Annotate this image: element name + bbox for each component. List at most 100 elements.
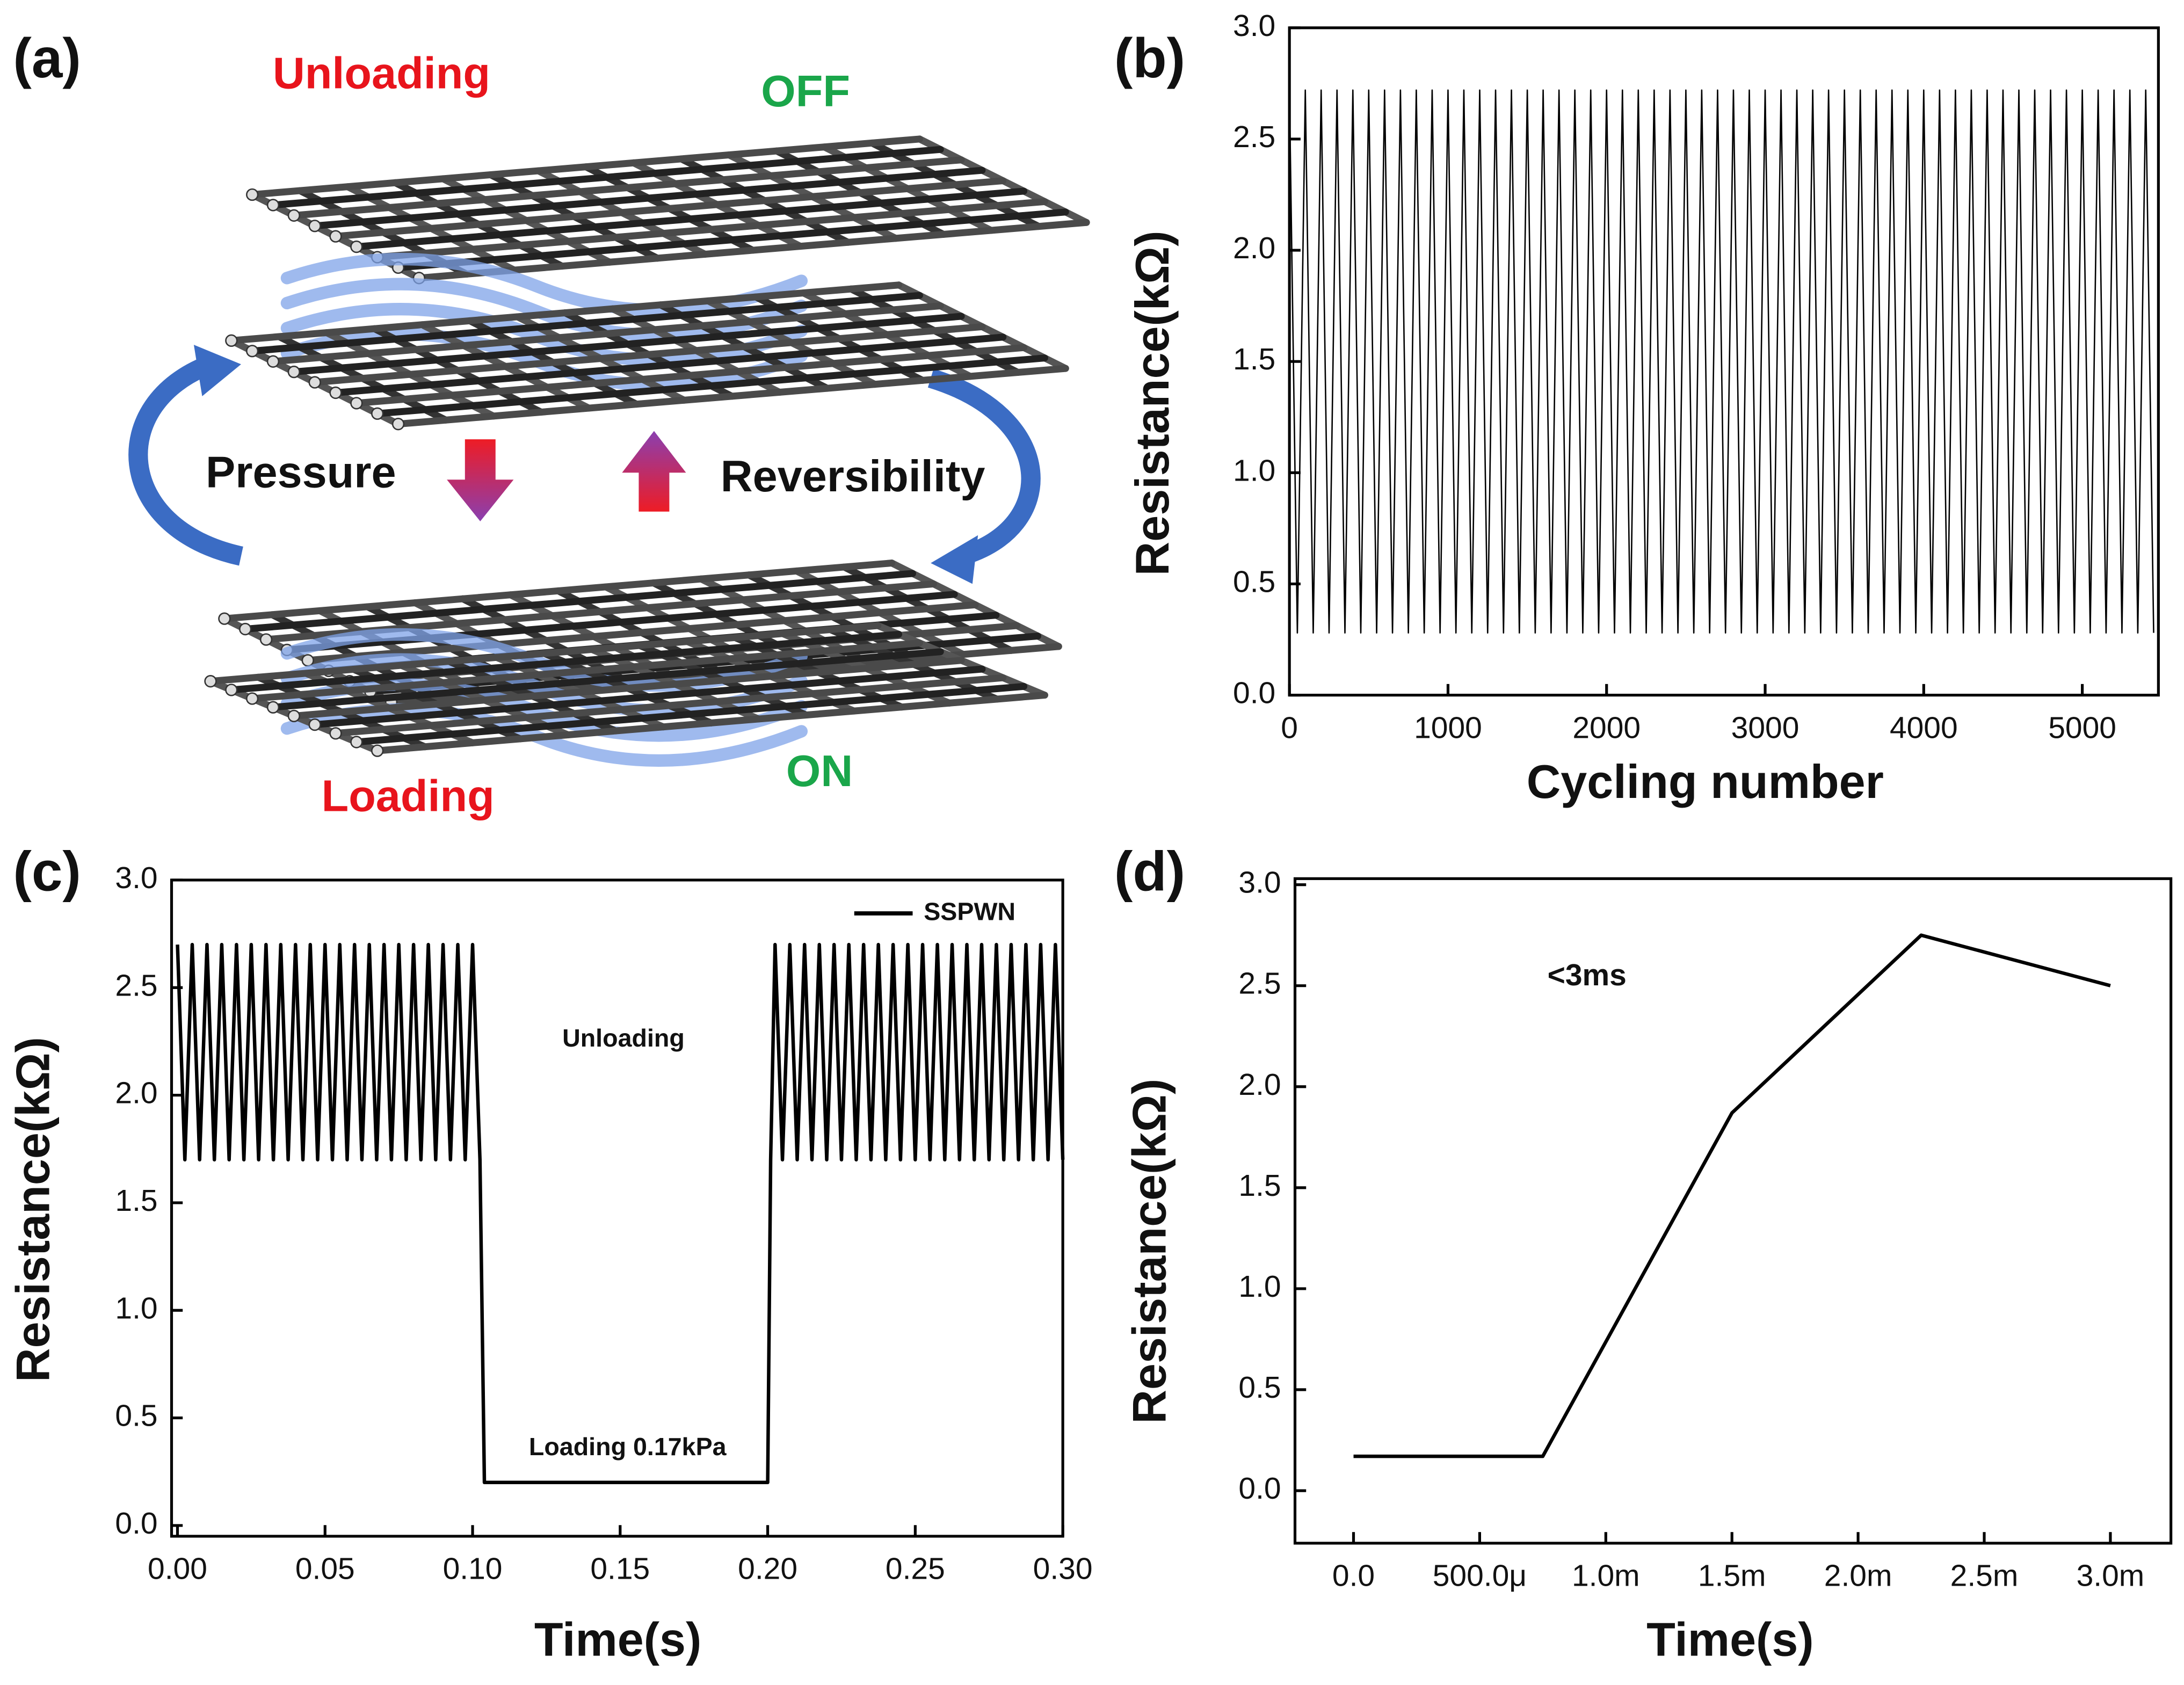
mesh-fiber [270,302,944,365]
x-tick-label: 3000 [1731,710,1800,745]
fiber-end [371,407,384,420]
x-tick-label: 3.0m [2077,1559,2145,1593]
fiber-end [266,199,280,212]
panel-label: (c) [13,840,81,902]
y-tick-label: 1.0 [1233,453,1275,488]
cycle-arrow [128,355,243,566]
mesh-fiber [242,570,916,633]
x-tick-label: 1000 [1414,710,1482,745]
y-tick-label: 1.0 [1238,1269,1281,1304]
y-tick-label: 2.0 [1233,231,1275,265]
fiber-end [246,188,259,201]
y-tick-label: 1.5 [115,1183,157,1218]
fiber-end [350,736,363,749]
y-tick-label: 0.5 [1238,1370,1281,1405]
fiber-end [287,365,301,379]
annotation: Loading 0.17kPa [529,1433,727,1461]
fiber-end [239,622,252,636]
fiber-end [266,701,280,714]
mesh-fiber [353,344,1028,407]
mesh-fiber [353,187,1028,251]
y-tick-label: 0.0 [115,1506,157,1541]
fiber-end [308,220,321,233]
fiber-end [350,240,363,253]
y-tick-label: 0.5 [1233,564,1275,599]
x-tick-label: 2.0m [1824,1559,1892,1593]
mesh-fiber [395,365,1069,428]
x-axis-title: Time(s) [1646,1613,1813,1666]
fiber-end [225,334,238,347]
release-arrow [622,431,686,512]
mesh-fiber [415,219,1090,282]
mesh-fiber [311,323,986,386]
mesh-fiber [207,622,882,685]
y-axis-title: Resistance(kΩ) [6,1037,60,1382]
mesh-fiber [374,354,1048,417]
fiber-end [246,692,259,705]
y-tick-label: 0.0 [1233,676,1275,710]
mesh-fiber [249,292,923,355]
x-tick-label: 0.25 [886,1552,945,1586]
unloading-label: Unloading [273,48,490,98]
cycle-arrow-head [931,535,978,584]
mesh-fiber [249,639,923,702]
pressure-arrow [447,439,514,521]
mesh-fiber [221,560,896,622]
fiber-end [246,345,259,358]
x-tick-label: 1.5m [1698,1559,1766,1593]
fiber-end [371,744,384,757]
y-tick-label: 2.5 [1233,120,1275,154]
x-tick-label: 0.0 [1332,1559,1375,1593]
fiber-end [287,209,301,222]
panel-label: (d) [1114,840,1185,902]
fiber-end [301,654,314,667]
mesh-fiber [249,135,923,198]
x-tick-label: 0.10 [443,1552,503,1586]
cycle-arrow [927,368,1041,566]
data-line [1288,89,2154,634]
fiber-end [204,675,217,688]
on-label: ON [786,746,853,796]
fiber-end [329,727,342,740]
y-tick-label: 1.5 [1238,1168,1281,1203]
annotation: Unloading [562,1024,685,1052]
x-tick-label: 2000 [1572,710,1641,745]
y-tick-label: 0.0 [1238,1471,1281,1506]
pressure-label: Pressure [206,447,396,497]
x-tick-label: 0 [1281,710,1298,745]
fiber-end [308,376,321,389]
mesh-fiber [290,156,965,219]
fiber-end [287,709,301,723]
fiber-end [259,633,273,646]
x-tick-label: 0.00 [148,1552,207,1586]
off-label: OFF [761,66,850,116]
y-tick-label: 0.5 [115,1399,157,1433]
loading-label: Loading [322,771,495,821]
mesh-fiber [304,601,979,664]
x-axis-title: Cycling number [1527,755,1884,808]
x-tick-label: 500.0μ [1433,1559,1527,1593]
mesh-fiber [270,146,944,209]
mesh-fiber [374,692,1048,754]
panel-a: (a) Unloading OFF Pressure Reversibility Load… [13,27,1090,821]
x-tick-label: 5000 [2048,710,2116,745]
mesh-fiber [332,333,1007,396]
y-tick-label: 1.5 [1233,342,1275,376]
fiber-end [218,612,231,625]
y-tick-label: 3.0 [115,861,157,895]
x-tick-label: 0.20 [738,1552,797,1586]
fiber-end [391,418,405,431]
mesh-fiber [311,665,986,729]
data-line [1353,933,2111,1458]
x-tick-label: 1.0m [1572,1559,1640,1593]
fiber-end [329,230,342,243]
mesh-fiber [290,313,965,376]
y-axis-title: Resistance(kΩ) [1123,1079,1176,1424]
fiber-end [329,386,342,400]
y-tick-label: 2.5 [115,968,157,1003]
x-axis-title: Time(s) [534,1613,701,1666]
mesh-fiber [290,657,965,720]
mesh-fiber [311,166,986,230]
panel-label: (a) [13,27,81,89]
